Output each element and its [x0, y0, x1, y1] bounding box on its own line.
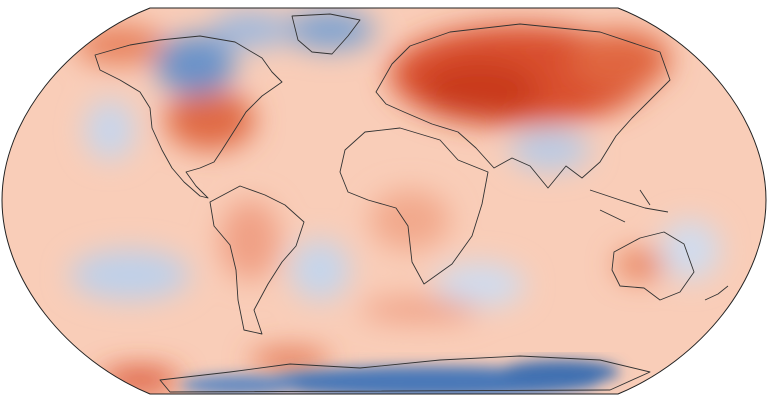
coastline-greenland: [291, 13, 361, 55]
coastline-islands-se-asia: [589, 189, 669, 223]
coastline-australia: [611, 231, 695, 301]
coastline-africa: [339, 127, 489, 285]
map-outline: [1, 7, 767, 395]
coastline-new-zealand: [704, 285, 729, 301]
warm-cold-patches: [70, 10, 720, 392]
coastline-south-america: [209, 185, 305, 335]
coastline-north-america: [94, 35, 283, 199]
coastline-antarctica: [159, 355, 651, 393]
coastline-eurasia: [375, 23, 671, 189]
